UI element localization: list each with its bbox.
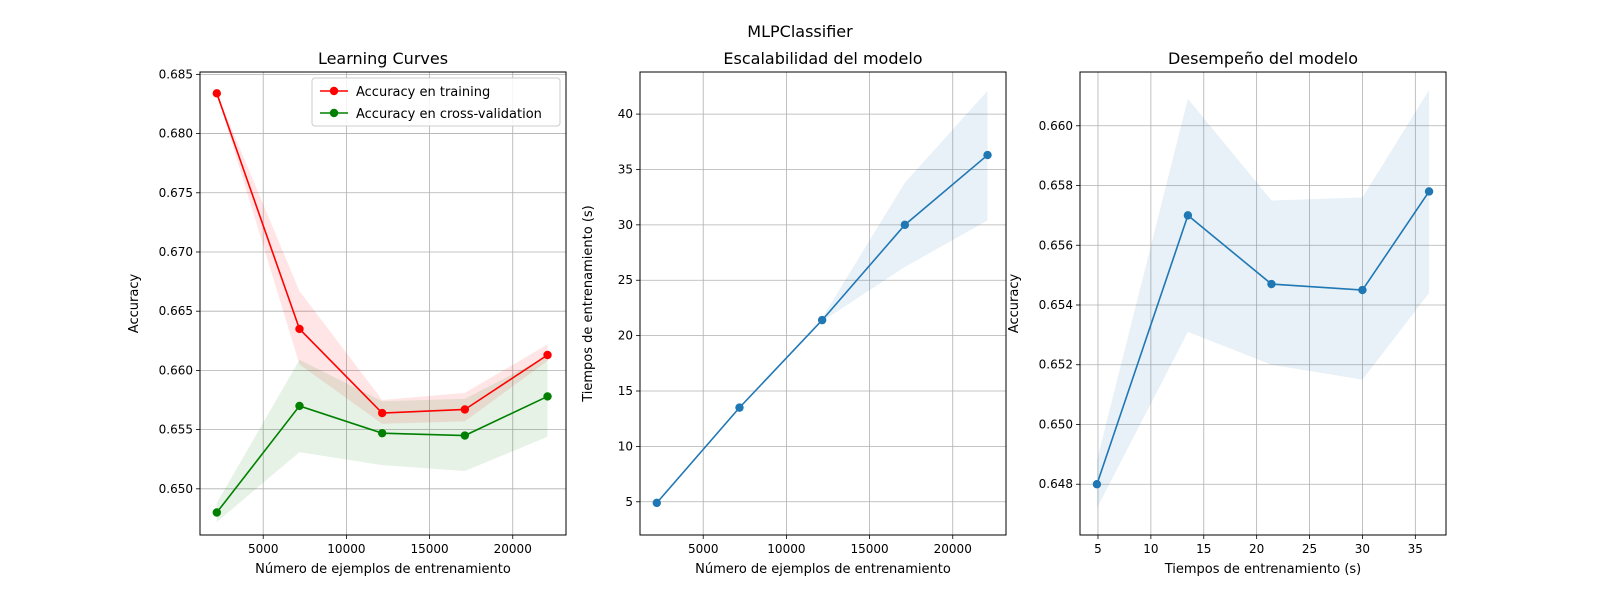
performance-point-0-0 xyxy=(1092,480,1102,489)
scalability-ytick-label-5: 30 xyxy=(618,218,633,232)
scalability-point-0-0 xyxy=(652,498,662,508)
performance-ytick-label-4: 0.656 xyxy=(1039,238,1073,252)
performance-point-0-2 xyxy=(1267,279,1276,289)
performance-ytick-label-0: 0.648 xyxy=(1039,477,1073,491)
performance-title: Desempeño del modelo xyxy=(1168,49,1358,68)
performance-point-0-3 xyxy=(1358,285,1367,295)
performance-axes-frame xyxy=(1079,71,1447,536)
performance-xlabel: Tiempos de entrenamiento (s) xyxy=(1164,562,1362,577)
learning-curves-ytick-label-6: 0.680 xyxy=(159,127,193,141)
scalability-chart: 5000 10000 15000 20000 5 10 15 20 25 30 35 40 Escala… xyxy=(581,49,1007,577)
learning-curves-xtick-label-2: 15000 xyxy=(410,542,448,556)
learning-curves-xtick-label-3: 20000 xyxy=(494,542,532,556)
performance-point-0-4 xyxy=(1424,187,1434,196)
learning-curves-point-0-4 xyxy=(543,350,552,360)
learning-curves-xtick-label-0: 5000 xyxy=(248,542,279,556)
learning-curves-chart: 5000 10000 15000 20000 0.650 0.655 0.660 0.665 0… xyxy=(127,49,567,577)
performance-ytick-label-6: 0.660 xyxy=(1039,119,1073,133)
learning-curves-ytick-label-7: 0.685 xyxy=(159,67,193,81)
learning-curves-point-0-0 xyxy=(212,89,222,98)
learning-curves-point-1-2 xyxy=(377,428,387,438)
scalability-title: Escalabilidad del modelo xyxy=(723,49,922,68)
learning-curves-point-0-1 xyxy=(295,324,304,334)
learning-curves-point-1-0 xyxy=(212,508,222,517)
learning-curves-legend-marker-0 xyxy=(329,86,339,96)
performance-point-0-1 xyxy=(1183,211,1193,220)
scalability-xtick-label-1: 10000 xyxy=(767,542,805,556)
learning-curves-point-1-4 xyxy=(543,392,552,401)
scalability-xlabel: Número de ejemplos de entrenamiento xyxy=(695,562,951,577)
learning-curves-legend: Accuracy en training Accuracy en cross-va… xyxy=(311,77,561,127)
scalability-point-0-4 xyxy=(983,150,992,160)
learning-curves-point-0-2 xyxy=(377,408,387,418)
learning-curves-ylabel: Accuracy xyxy=(127,274,142,334)
learning-curves-ytick-label-5: 0.675 xyxy=(159,186,193,200)
learning-curves-title: Learning Curves xyxy=(318,49,448,68)
learning-curves-xtick-label-1: 10000 xyxy=(327,542,365,556)
scalability-ylabel: Tiempos de entrenamiento (s) xyxy=(581,205,596,403)
performance-ytick-label-1: 0.650 xyxy=(1039,417,1073,431)
scalability-xtick-label-3: 20000 xyxy=(934,542,972,556)
scalability-axes-frame xyxy=(639,71,1007,536)
figure-suptitle: MLPClassifier xyxy=(747,22,853,41)
performance-xtick-label-6: 35 xyxy=(1408,542,1423,556)
performance-xtick-label-5: 30 xyxy=(1355,542,1370,556)
performance-ylabel: Accuracy xyxy=(1007,274,1022,334)
learning-curves-ytick-label-1: 0.655 xyxy=(159,423,193,437)
performance-xtick-label-3: 20 xyxy=(1249,542,1264,556)
learning-curves-ytick-label-3: 0.665 xyxy=(159,304,193,318)
scalability-point-0-3 xyxy=(900,220,910,230)
performance-xtick-label-1: 10 xyxy=(1143,542,1158,556)
learning-curves-ytick-label-4: 0.670 xyxy=(159,245,193,259)
learning-curves-legend-label-0: Accuracy en training xyxy=(356,85,490,100)
scalability-ytick-label-6: 35 xyxy=(618,162,633,176)
performance-chart: 5 10 15 20 25 30 35 0.648 0.650 0.652 0.654 0.656 0.… xyxy=(1007,49,1447,577)
learning-curves-point-1-3 xyxy=(460,431,470,440)
learning-curves-point-0-3 xyxy=(460,405,470,414)
learning-curves-legend-marker-1 xyxy=(329,108,339,118)
learning-curves-ytick-label-0: 0.650 xyxy=(159,482,193,496)
performance-xtick-label-0: 5 xyxy=(1094,542,1102,556)
scalability-ytick-label-7: 40 xyxy=(618,107,633,121)
scalability-ytick-label-2: 15 xyxy=(618,384,633,398)
scalability-ytick-label-0: 5 xyxy=(625,495,633,509)
learning-curves-band-1 xyxy=(216,356,548,522)
learning-curves-legend-box xyxy=(311,77,561,127)
learning-curves-ytick-label-2: 0.660 xyxy=(159,363,193,377)
learning-curves-band-0 xyxy=(216,93,548,424)
scalability-xtick-label-2: 15000 xyxy=(850,542,888,556)
scalability-ytick-label-3: 20 xyxy=(618,329,633,343)
scalability-ytick-label-4: 25 xyxy=(618,273,633,287)
learning-curves-xlabel: Número de ejemplos de entrenamiento xyxy=(255,562,511,577)
performance-xtick-label-4: 25 xyxy=(1302,542,1317,556)
performance-ytick-label-3: 0.654 xyxy=(1039,298,1073,312)
performance-band-0 xyxy=(1096,89,1430,509)
performance-ytick-label-2: 0.652 xyxy=(1039,358,1073,372)
scalability-band-0 xyxy=(656,90,988,503)
performance-xtick-label-2: 15 xyxy=(1196,542,1211,556)
scalability-ytick-label-1: 10 xyxy=(618,439,633,453)
learning-curves-point-1-1 xyxy=(295,401,304,411)
learning-curves-axes-frame xyxy=(199,71,567,536)
learning-curves-legend-label-1: Accuracy en cross-validation xyxy=(356,107,542,122)
performance-ytick-label-5: 0.658 xyxy=(1039,179,1073,193)
scalability-xtick-label-0: 5000 xyxy=(688,542,719,556)
scalability-point-0-2 xyxy=(817,315,827,325)
scalability-point-0-1 xyxy=(735,403,744,412)
